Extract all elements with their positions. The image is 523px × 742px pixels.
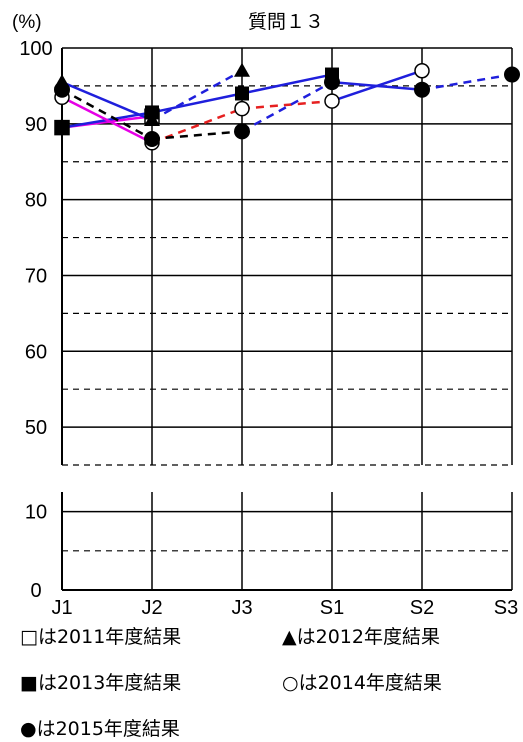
data-point-3: [234, 100, 250, 117]
y-tick-label: 100: [19, 38, 52, 60]
y-axis-unit-label: (%): [12, 12, 42, 33]
x-tick-label: S1: [320, 597, 344, 619]
data-point-3: [324, 93, 340, 109]
x-tick-label: J1: [51, 597, 72, 619]
series-line-4: [151, 130, 243, 141]
axes: [61, 48, 512, 591]
data-point-4: [144, 130, 160, 147]
series-line-4: [421, 73, 513, 91]
x-tick-label: S3: [494, 597, 518, 619]
y-tick-label: 90: [25, 114, 47, 136]
data-point-3: [414, 62, 430, 79]
series-lines: [61, 69, 513, 144]
data-point-1: [234, 62, 250, 77]
series-line-3: [241, 99, 333, 110]
y-tick-label: 60: [25, 341, 47, 363]
data-point-2: [145, 105, 159, 120]
data-point-4: [504, 66, 520, 83]
series-markers: [54, 62, 520, 151]
series-line-4: [331, 80, 423, 91]
x-tick-label: J3: [231, 597, 252, 619]
data-point-4: [324, 74, 340, 91]
y-tick-label: 50: [25, 417, 47, 439]
y-tick-label: 80: [25, 190, 47, 212]
x-tick-label: S2: [410, 597, 434, 619]
series-line-3: [61, 96, 153, 144]
data-point-4: [234, 123, 250, 140]
data-point-4: [54, 81, 70, 98]
data-point-2: [235, 86, 249, 101]
data-point-4: [414, 81, 430, 98]
y-tick-label: 0: [30, 580, 41, 602]
series-line-4: [61, 88, 153, 141]
grid: [62, 47, 513, 590]
tick-labels: 0 10 50 60 70 80 90 100 J1 J2 J3 S1 S2 S3: [19, 38, 518, 619]
x-tick-label: J2: [141, 597, 162, 619]
series-line-2: [151, 92, 243, 114]
series-line-1: [151, 69, 243, 122]
data-point-2: [55, 120, 69, 135]
series-line-4: [241, 81, 333, 133]
chart-title: 質問１３: [248, 11, 324, 33]
y-tick-label: 10: [25, 502, 47, 524]
series-line-2: [241, 73, 333, 95]
y-tick-label: 70: [25, 265, 47, 287]
